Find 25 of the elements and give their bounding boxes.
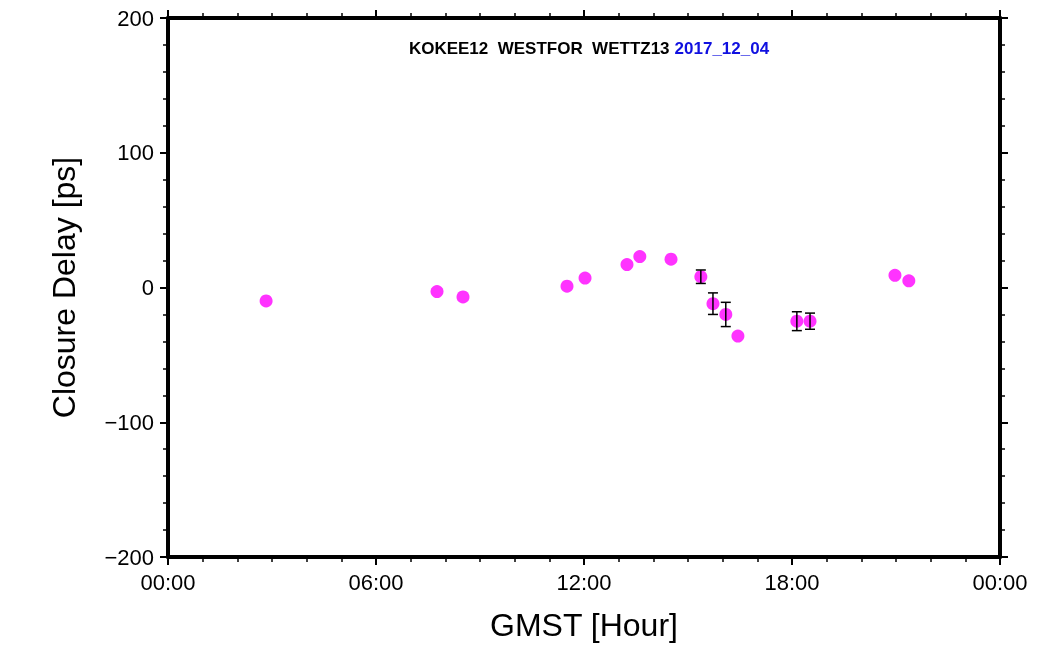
text: KOKEE12 WESTFOR WETTZ13 — [408, 38, 670, 58]
point — [664, 252, 678, 266]
y-tick-label: −200 — [104, 544, 154, 570]
y-axis-title: Closure Delay [ps] — [46, 156, 82, 419]
point — [633, 250, 647, 263]
point — [620, 258, 634, 272]
x-tick-label: 00:00 — [972, 569, 1028, 595]
y-tick-label: 0 — [141, 275, 154, 300]
point — [902, 274, 916, 288]
point — [888, 268, 902, 282]
point — [456, 290, 470, 304]
x-tick-label: 00:00 — [140, 569, 196, 595]
point — [578, 271, 592, 285]
point — [259, 294, 273, 308]
y-tick-label: −100 — [104, 409, 154, 435]
point — [560, 279, 574, 293]
point — [430, 285, 444, 299]
x-tick-label: 18:00 — [764, 569, 820, 595]
point — [731, 329, 745, 343]
y-tick-label: 200 — [117, 5, 154, 31]
x-tick-label: 06:00 — [348, 569, 404, 595]
text: 2017_12_04 — [674, 38, 770, 58]
x-axis-title: GMST [Hour] — [490, 607, 678, 643]
y-tick-label: 100 — [117, 140, 154, 166]
x-tick-label: 12:00 — [556, 569, 612, 595]
